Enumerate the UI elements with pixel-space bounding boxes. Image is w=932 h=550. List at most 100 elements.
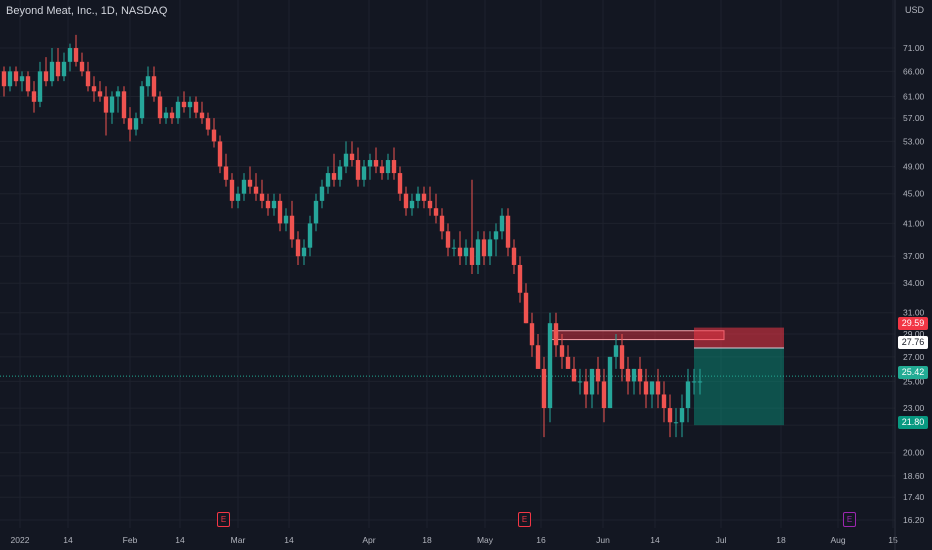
candle-body	[577, 381, 583, 383]
candle-body	[397, 173, 403, 194]
candle-body	[241, 179, 247, 194]
candle-body	[547, 323, 553, 409]
x-tick-label: 14	[650, 535, 660, 545]
target-price-tag: 21.80	[898, 416, 928, 429]
candle-body	[649, 381, 655, 395]
candle-body	[337, 166, 343, 180]
candle-body	[463, 247, 469, 257]
candle-body	[37, 71, 43, 102]
candle-body	[565, 356, 571, 369]
candle-body	[367, 160, 373, 167]
candle-body	[307, 223, 313, 248]
candle-body	[283, 215, 289, 224]
candle-body	[355, 160, 361, 180]
x-tick-label: 18	[776, 535, 786, 545]
candle-body	[391, 160, 397, 174]
last-price-tag: 25.42	[898, 366, 928, 379]
candle-body	[181, 101, 187, 108]
candle-body	[541, 368, 547, 409]
stop-price-tag: 29.59	[898, 317, 928, 330]
candle-body	[403, 193, 409, 209]
candle-body	[469, 247, 475, 265]
y-tick-label: 27.00	[903, 352, 925, 362]
y-tick-label: 16.20	[903, 515, 925, 525]
y-tick-label: 29.00	[903, 329, 925, 339]
candle-body	[607, 356, 613, 409]
candle-body	[55, 61, 61, 77]
candle-body	[85, 71, 91, 87]
candle-body	[127, 118, 133, 130]
y-tick-label: 17.40	[903, 492, 925, 502]
candle-body	[631, 368, 637, 382]
candle-body	[61, 61, 67, 77]
earnings-marker-upcoming[interactable]: E	[843, 512, 856, 527]
earnings-marker[interactable]: E	[518, 512, 531, 527]
x-tick-label: Aug	[830, 535, 845, 545]
y-tick-label: 53.00	[903, 136, 925, 146]
candle-body	[91, 86, 97, 92]
candle-body	[475, 239, 481, 265]
candle-body	[13, 71, 19, 82]
x-tick-label: Jul	[716, 535, 727, 545]
candle-body	[523, 292, 529, 324]
candle-body	[217, 141, 223, 167]
candle-body	[331, 173, 337, 180]
candle-body	[691, 381, 697, 383]
candle-body	[145, 76, 151, 87]
candle-body	[103, 96, 109, 113]
candle-body	[97, 91, 103, 97]
candle-body	[175, 101, 181, 119]
short-position-reward-zone	[694, 347, 784, 426]
candle-body	[319, 186, 325, 201]
candle-body	[115, 91, 121, 97]
candle-body	[637, 368, 643, 382]
candle-body	[511, 247, 517, 265]
candle-body	[259, 193, 265, 201]
candle-body	[493, 231, 499, 240]
y-tick-label: 25.00	[903, 376, 925, 386]
x-tick-label: Jun	[596, 535, 610, 545]
y-tick-label: 49.00	[903, 161, 925, 171]
x-tick-label: 14	[284, 535, 294, 545]
x-tick-label: 18	[422, 535, 432, 545]
candle-body	[583, 381, 589, 395]
x-tick-label: May	[477, 535, 494, 545]
candle-body	[1, 71, 7, 87]
candle-body	[697, 381, 703, 383]
x-tick-label: Mar	[231, 535, 246, 545]
candle-body	[685, 381, 691, 409]
candle-body	[349, 153, 355, 161]
candle-body	[289, 215, 295, 240]
y-tick-label: 45.00	[903, 189, 925, 199]
y-tick-label: 61.00	[903, 92, 925, 102]
candle-body	[409, 200, 415, 209]
candle-body	[67, 48, 73, 62]
currency-label: USD	[905, 5, 925, 15]
candle-body	[31, 91, 37, 102]
x-tick-label: Apr	[362, 535, 375, 545]
candle-body	[43, 71, 49, 82]
x-tick-label: 14	[175, 535, 185, 545]
y-tick-label: 20.00	[903, 448, 925, 458]
earnings-marker[interactable]: E	[217, 512, 230, 527]
x-tick-label: 2022	[11, 535, 30, 545]
candle-body	[271, 200, 277, 209]
candle-body	[205, 118, 211, 130]
candle-body	[79, 61, 85, 72]
candle-body	[7, 71, 13, 87]
candle-body	[559, 345, 565, 357]
candle-body	[235, 193, 241, 201]
candle-body	[133, 118, 139, 130]
candle-body	[379, 166, 385, 174]
x-tick-label: Feb	[123, 535, 138, 545]
candle-body	[211, 129, 217, 142]
y-tick-label: 18.60	[903, 471, 925, 481]
candle-body	[361, 166, 367, 180]
candle-body	[427, 200, 433, 209]
candle-body	[295, 239, 301, 257]
chart-title: Beyond Meat, Inc., 1D, NASDAQ	[6, 5, 168, 17]
candle-body	[151, 76, 157, 97]
candle-body	[19, 76, 25, 82]
candle-body	[121, 91, 127, 119]
